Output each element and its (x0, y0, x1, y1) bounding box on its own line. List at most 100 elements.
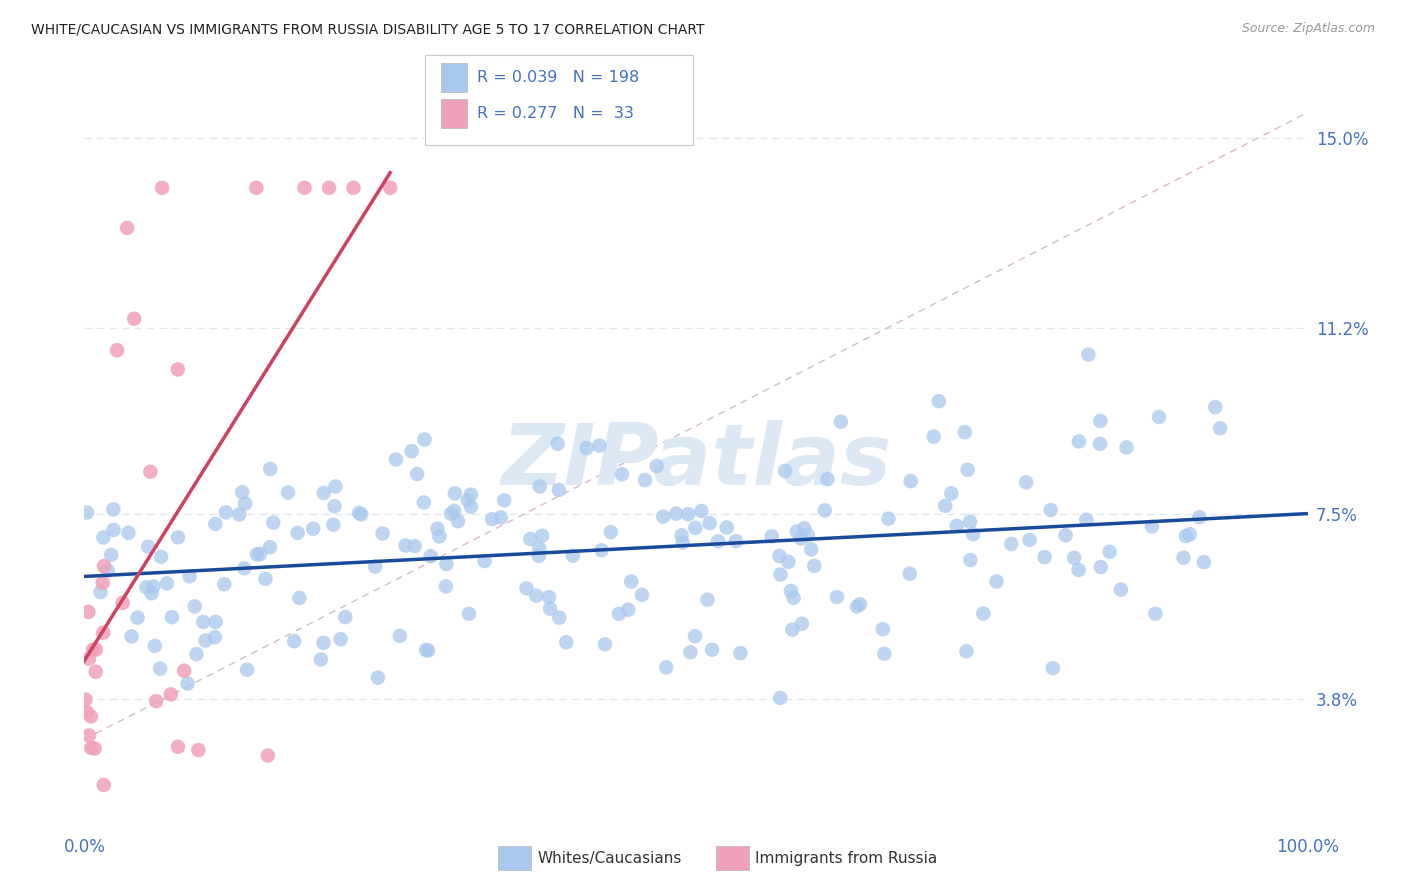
Point (77, 651, 100, 665)
Point (575, 441, 598, 455)
Point (401, 444, 423, 458)
Point (529, 479, 551, 493)
Text: Immigrants from Russia: Immigrants from Russia (755, 851, 938, 865)
Point (103, 502, 125, 516)
Point (676, 508, 699, 522)
Point (122, 311, 145, 326)
Point (245, 181, 267, 195)
Point (75, 692, 97, 706)
Point (127, 610, 149, 624)
Point (385, 452, 408, 467)
Point (631, 588, 654, 602)
Point (388, 629, 411, 643)
Point (262, 516, 284, 530)
Point (1015, 475, 1038, 490)
Point (1000, 537, 1022, 551)
Point (176, 676, 198, 690)
Point (457, 493, 479, 508)
Text: ZIPatlas: ZIPatlas (501, 420, 891, 503)
Point (768, 549, 790, 563)
Point (350, 508, 373, 522)
Point (548, 483, 571, 497)
Point (145, 694, 167, 708)
Point (790, 616, 813, 631)
Point (380, 181, 402, 195)
Point (800, 542, 823, 557)
Point (115, 220, 138, 235)
Point (186, 647, 208, 661)
Point (413, 433, 436, 447)
Point (986, 574, 1008, 589)
Point (371, 526, 394, 541)
Point (962, 527, 984, 541)
Point (93, 778, 115, 792)
Point (1178, 527, 1201, 541)
Point (814, 503, 837, 517)
Point (90, 585, 112, 599)
Point (524, 589, 547, 603)
Point (233, 561, 256, 575)
Point (404, 539, 426, 553)
Point (671, 528, 693, 542)
Point (458, 607, 481, 621)
Point (790, 532, 813, 546)
Point (1067, 434, 1090, 449)
Point (460, 487, 482, 501)
Point (136, 540, 159, 554)
Point (312, 486, 335, 500)
Point (959, 553, 981, 567)
Point (1204, 400, 1226, 414)
Point (93, 559, 115, 574)
Point (898, 566, 921, 581)
Point (655, 660, 678, 674)
Point (769, 567, 792, 582)
Point (135, 580, 157, 594)
Point (325, 479, 347, 493)
Point (1033, 550, 1056, 565)
Point (900, 474, 922, 488)
Point (849, 597, 872, 611)
Point (928, 394, 950, 409)
Point (142, 579, 165, 593)
Point (187, 743, 209, 757)
Point (699, 516, 721, 531)
Point (406, 467, 429, 481)
Point (922, 429, 945, 443)
Point (665, 507, 688, 521)
Point (419, 549, 441, 564)
Point (803, 558, 825, 573)
Point (696, 592, 718, 607)
Point (179, 569, 201, 583)
Point (150, 181, 173, 195)
Point (607, 607, 630, 621)
Point (342, 181, 364, 195)
Point (1090, 560, 1112, 574)
Point (259, 462, 281, 476)
Point (494, 493, 516, 508)
Text: R = 0.039   N = 198: R = 0.039 N = 198 (477, 70, 638, 85)
Point (173, 664, 195, 678)
Point (934, 499, 956, 513)
Point (97, 564, 120, 578)
Point (249, 547, 271, 561)
Point (76, 705, 98, 719)
Point (873, 647, 896, 661)
Point (287, 525, 309, 540)
Point (588, 439, 610, 453)
Point (228, 508, 250, 522)
Point (82, 642, 104, 657)
Point (91, 575, 114, 590)
Point (946, 518, 969, 533)
Point (231, 485, 253, 500)
Point (117, 525, 139, 540)
Point (1098, 545, 1121, 559)
Point (1088, 437, 1111, 451)
Point (591, 543, 613, 558)
Point (782, 623, 804, 637)
Point (460, 500, 482, 514)
Point (773, 464, 796, 478)
Point (1054, 528, 1077, 542)
Point (105, 343, 128, 358)
Point (780, 584, 803, 599)
Point (830, 415, 852, 429)
